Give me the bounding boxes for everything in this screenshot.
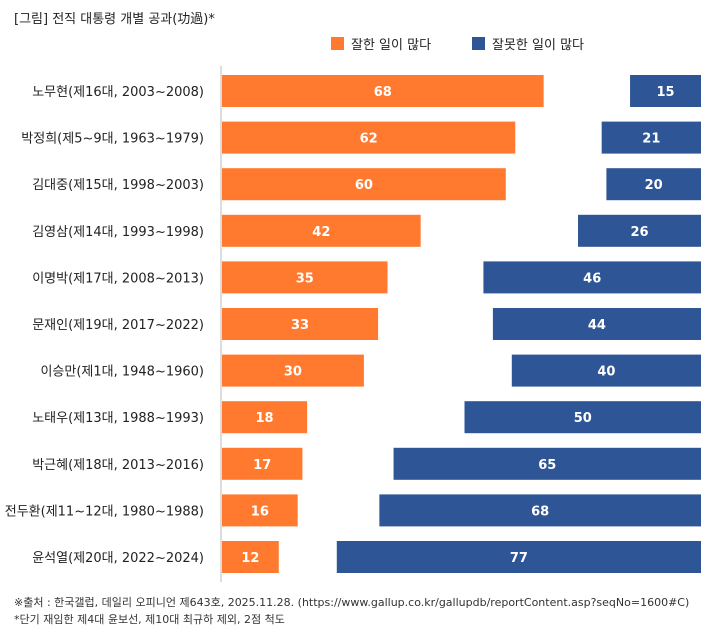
bar-positive bbox=[222, 447, 303, 480]
data-label-positive: 42 bbox=[312, 225, 330, 240]
data-label-negative: 44 bbox=[588, 318, 606, 333]
bar-positive bbox=[222, 401, 308, 434]
category-label: 노태우(제13대, 1988~1993) bbox=[32, 411, 204, 426]
bar-negative bbox=[336, 541, 701, 573]
legend-label-negative: 잘못한 일이 많다 bbox=[492, 38, 584, 53]
bar-positive bbox=[222, 261, 388, 294]
category-label: 김영삼(제14대, 1993~1998) bbox=[32, 225, 204, 240]
footnote: *단기 재임한 제4대 윤보선, 제10대 최규하 제외, 2점 척도 bbox=[14, 613, 285, 626]
legend-item-negative: 잘못한 일이 많다 bbox=[472, 34, 584, 53]
data-label-negative: 46 bbox=[583, 271, 601, 286]
bar-negative bbox=[379, 494, 701, 527]
data-label-positive: 12 bbox=[241, 551, 259, 566]
bar-negative bbox=[601, 121, 701, 154]
bar-positive bbox=[222, 168, 506, 201]
bar-negative bbox=[630, 75, 701, 107]
data-label-positive: 33 bbox=[291, 318, 309, 333]
bar-chart: 노무현(제16대, 2003~2008) 68 15 박정희(제5~9대, 1963~… bbox=[5, 66, 701, 582]
legend-swatch-positive bbox=[331, 37, 344, 50]
data-label-negative: 26 bbox=[630, 225, 648, 240]
bar-positive bbox=[222, 541, 279, 573]
bar-negative bbox=[464, 401, 701, 434]
category-label: 박정희(제5~9대, 1963~1979) bbox=[21, 132, 204, 147]
bar-negative bbox=[511, 354, 701, 387]
data-label-positive: 30 bbox=[284, 365, 302, 380]
bar-positive bbox=[222, 494, 298, 527]
data-label-positive: 60 bbox=[355, 178, 373, 193]
bar-positive bbox=[222, 308, 379, 340]
bar-negative bbox=[393, 447, 701, 480]
category-label: 노무현(제16대, 2003~2008) bbox=[32, 85, 204, 100]
bar-negative bbox=[578, 214, 701, 247]
bar-positive bbox=[222, 354, 364, 387]
category-label: 박근혜(제18대, 2013~2016) bbox=[32, 458, 204, 473]
source-notes: ※출처 : 한국갤럽, 데일리 오피니언 제643호, 2025.11.28. … bbox=[14, 594, 689, 628]
bar-negative bbox=[492, 308, 701, 340]
data-label-positive: 18 bbox=[256, 411, 274, 426]
category-label: 문재인(제19대, 2017~2022) bbox=[32, 318, 204, 333]
source-note: ※출처 : 한국갤럽, 데일리 오피니언 제643호, 2025.11.28. … bbox=[14, 596, 690, 609]
data-label-negative: 15 bbox=[656, 85, 674, 100]
data-label-positive: 17 bbox=[253, 458, 271, 473]
data-label-positive: 68 bbox=[374, 85, 392, 100]
data-label-negative: 68 bbox=[531, 504, 549, 519]
bar-negative bbox=[606, 168, 701, 201]
data-label-negative: 20 bbox=[645, 178, 663, 193]
data-label-negative: 21 bbox=[642, 132, 660, 147]
legend-label-positive: 잘한 일이 많다 bbox=[351, 38, 432, 53]
bar-negative bbox=[483, 261, 701, 294]
data-label-positive: 62 bbox=[360, 132, 378, 147]
legend-item-positive: 잘한 일이 많다 bbox=[331, 34, 431, 53]
figure-caption: [그림] 전직 대통령 개별 공과(功過)* bbox=[14, 12, 215, 27]
data-label-negative: 40 bbox=[597, 365, 615, 380]
category-label: 윤석열(제20대, 2022~2024) bbox=[32, 551, 204, 566]
data-label-positive: 35 bbox=[296, 271, 314, 286]
chart-legend: 잘한 일이 많다 잘못한 일이 많다 bbox=[0, 34, 728, 53]
data-label-negative: 50 bbox=[574, 411, 592, 426]
category-label: 전두환(제11~12대, 1980~1988) bbox=[5, 504, 204, 519]
category-label: 김대중(제15대, 1998~2003) bbox=[32, 178, 204, 193]
data-label-positive: 16 bbox=[251, 504, 269, 519]
data-label-negative: 77 bbox=[510, 551, 528, 566]
bar-positive bbox=[222, 214, 421, 247]
category-label: 이승만(제1대, 1948~1960) bbox=[40, 365, 204, 380]
data-label-negative: 65 bbox=[538, 458, 556, 473]
bar-positive bbox=[222, 121, 516, 154]
legend-swatch-negative bbox=[472, 37, 485, 50]
category-label: 이명박(제17대, 2008~2013) bbox=[32, 271, 204, 286]
bar-positive bbox=[222, 75, 544, 107]
